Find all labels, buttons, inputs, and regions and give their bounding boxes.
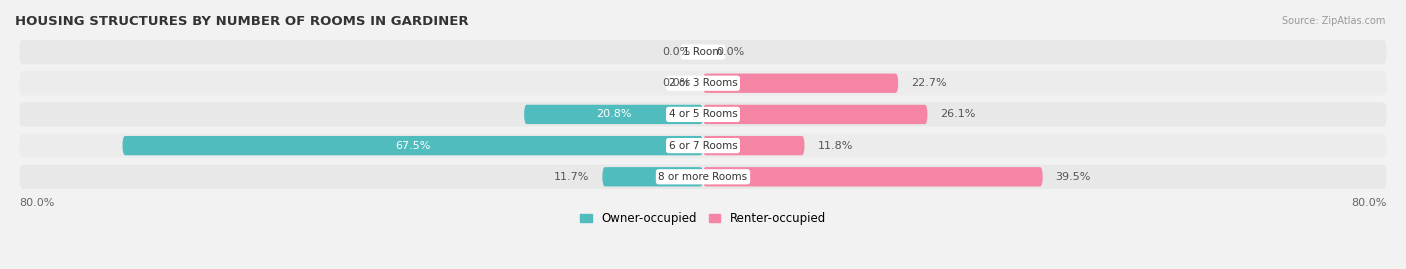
Text: 6 or 7 Rooms: 6 or 7 Rooms	[669, 141, 737, 151]
Text: 67.5%: 67.5%	[395, 141, 430, 151]
Text: 8 or more Rooms: 8 or more Rooms	[658, 172, 748, 182]
Text: 4 or 5 Rooms: 4 or 5 Rooms	[669, 109, 737, 119]
FancyBboxPatch shape	[703, 73, 898, 93]
FancyBboxPatch shape	[20, 133, 1386, 158]
Text: HOUSING STRUCTURES BY NUMBER OF ROOMS IN GARDINER: HOUSING STRUCTURES BY NUMBER OF ROOMS IN…	[15, 15, 468, 28]
Text: 11.8%: 11.8%	[817, 141, 853, 151]
FancyBboxPatch shape	[602, 167, 703, 186]
FancyBboxPatch shape	[20, 40, 1386, 64]
Text: 39.5%: 39.5%	[1056, 172, 1091, 182]
FancyBboxPatch shape	[20, 165, 1386, 189]
Text: 26.1%: 26.1%	[941, 109, 976, 119]
Text: 11.7%: 11.7%	[554, 172, 589, 182]
Text: 80.0%: 80.0%	[20, 198, 55, 208]
FancyBboxPatch shape	[703, 136, 804, 155]
Text: 1 Room: 1 Room	[683, 47, 723, 57]
Text: 20.8%: 20.8%	[596, 109, 631, 119]
Text: 0.0%: 0.0%	[662, 78, 690, 88]
FancyBboxPatch shape	[703, 105, 928, 124]
FancyBboxPatch shape	[703, 167, 1043, 186]
Text: Source: ZipAtlas.com: Source: ZipAtlas.com	[1281, 16, 1385, 26]
FancyBboxPatch shape	[122, 136, 703, 155]
FancyBboxPatch shape	[20, 71, 1386, 95]
Text: 2 or 3 Rooms: 2 or 3 Rooms	[669, 78, 737, 88]
Text: 22.7%: 22.7%	[911, 78, 946, 88]
Text: 0.0%: 0.0%	[716, 47, 744, 57]
Text: 0.0%: 0.0%	[662, 47, 690, 57]
Text: 80.0%: 80.0%	[1351, 198, 1386, 208]
FancyBboxPatch shape	[20, 102, 1386, 127]
Legend: Owner-occupied, Renter-occupied: Owner-occupied, Renter-occupied	[579, 212, 827, 225]
FancyBboxPatch shape	[524, 105, 703, 124]
